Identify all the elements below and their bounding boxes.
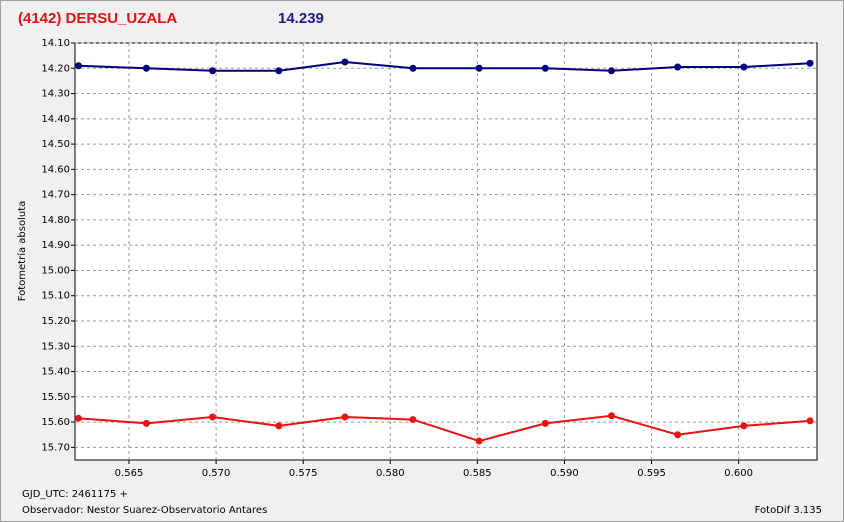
y-tick-label: 15.20: [41, 316, 70, 327]
x-tick-label: 0.595: [637, 468, 666, 479]
data-point: [341, 58, 349, 66]
y-axis-label: Fotometría absoluta: [16, 201, 28, 302]
data-point: [341, 413, 349, 421]
data-point: [541, 64, 549, 72]
data-point: [209, 67, 217, 75]
y-tick-label: 14.40: [41, 114, 70, 125]
data-point: [740, 63, 748, 71]
y-tick-label: 14.50: [41, 139, 70, 150]
x-axis-label: GJD_UTC: 2461175 +: [22, 489, 128, 500]
data-point: [607, 67, 615, 75]
data-point: [409, 416, 417, 424]
data-point: [409, 64, 417, 72]
x-tick-label: 0.575: [289, 468, 318, 479]
x-tick-label: 0.570: [202, 468, 231, 479]
data-point: [142, 419, 150, 427]
y-tick-label: 14.90: [41, 240, 70, 251]
y-tick-label: 15.70: [41, 442, 70, 453]
x-tick-label: 0.600: [724, 468, 753, 479]
data-point: [209, 413, 217, 421]
data-point: [674, 431, 682, 439]
x-tick-label: 0.585: [463, 468, 492, 479]
plot-area: [74, 42, 818, 461]
software-version: FotoDif 3.135: [755, 505, 822, 516]
data-point: [142, 64, 150, 72]
y-tick-label: 14.80: [41, 215, 70, 226]
series-line: [78, 414, 811, 443]
data-point: [674, 63, 682, 71]
data-point: [740, 422, 748, 430]
x-tick-label: 0.580: [376, 468, 405, 479]
y-tick-label: 15.40: [41, 367, 70, 378]
data-point: [275, 422, 283, 430]
y-tick-label: 15.50: [41, 392, 70, 403]
data-point: [541, 419, 549, 427]
observer: Observador: Nestor Suarez-Observatorio A…: [22, 505, 267, 516]
data-point: [74, 62, 82, 70]
x-tick-label: 0.590: [550, 468, 579, 479]
chart-title: (4142) DERSU_UZALA: [18, 10, 177, 27]
y-tick-label: 15.00: [41, 265, 70, 276]
data-point: [74, 414, 82, 422]
y-tick-label: 14.20: [41, 63, 70, 74]
data-point: [806, 417, 814, 425]
y-tick-label: 15.10: [41, 291, 70, 302]
y-tick-label: 14.60: [41, 164, 70, 175]
y-tick-label: 14.10: [41, 38, 70, 49]
data-point: [607, 412, 615, 420]
data-point: [475, 437, 483, 445]
data-point: [806, 59, 814, 67]
y-tick-label: 14.70: [41, 190, 70, 201]
y-tick-label: 15.60: [41, 417, 70, 428]
series-line: [78, 60, 811, 72]
data-point: [275, 67, 283, 75]
y-tick-label: 15.30: [41, 341, 70, 352]
y-tick-label: 14.30: [41, 89, 70, 100]
x-tick-label: 0.565: [115, 468, 144, 479]
annotation: 14.239: [278, 10, 324, 27]
data-point: [475, 64, 483, 72]
